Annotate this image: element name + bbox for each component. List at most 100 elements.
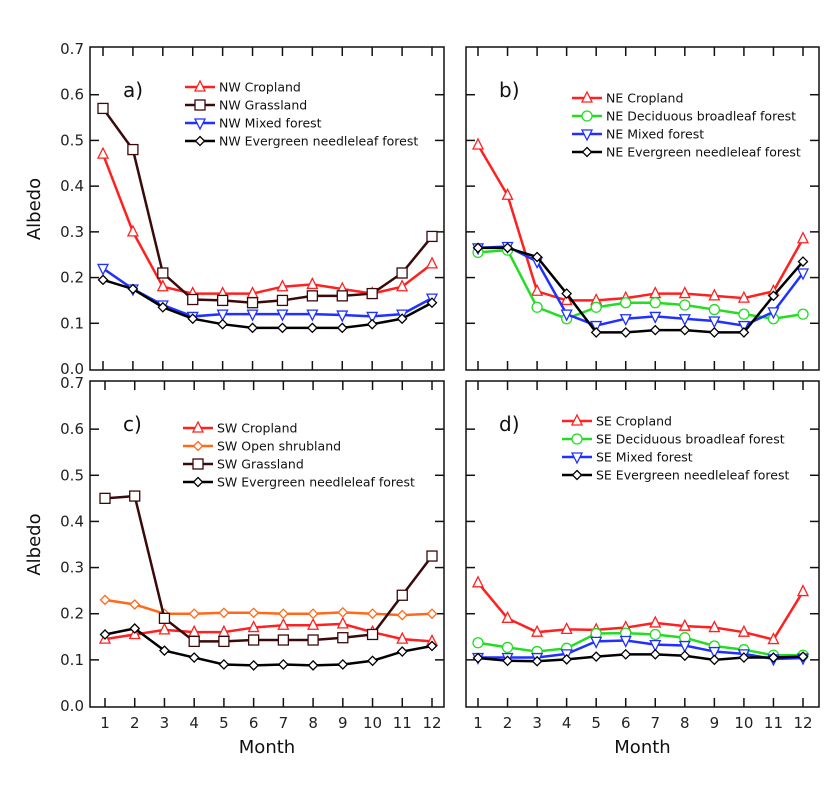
data-point bbox=[560, 309, 573, 322]
data-point bbox=[97, 274, 109, 286]
x-tick-label: 7 bbox=[279, 714, 289, 732]
data-point bbox=[156, 279, 169, 292]
y-axis-label: Albedo bbox=[24, 178, 45, 240]
data-point bbox=[396, 631, 409, 644]
data-point bbox=[678, 286, 691, 299]
series-sw-grassland bbox=[99, 490, 438, 648]
x-tick-label: 3 bbox=[160, 714, 170, 732]
data-point bbox=[306, 276, 319, 290]
data-point bbox=[216, 309, 229, 322]
data-point bbox=[738, 308, 750, 320]
data-point bbox=[248, 659, 260, 671]
data-point bbox=[247, 620, 260, 633]
data-point bbox=[127, 143, 139, 156]
data-point bbox=[337, 606, 349, 618]
data-point bbox=[366, 318, 378, 330]
legend-marker bbox=[192, 476, 204, 488]
data-point bbox=[426, 608, 438, 620]
data-point bbox=[531, 251, 543, 263]
y-tick-label: 0.0 bbox=[60, 360, 84, 378]
data-point bbox=[560, 292, 573, 306]
data-point bbox=[159, 645, 170, 657]
series-line bbox=[102, 278, 433, 330]
data-point bbox=[501, 187, 514, 200]
legend-label: NE Deciduous broadleaf forest bbox=[606, 109, 796, 124]
data-point bbox=[366, 628, 379, 641]
data-point bbox=[276, 279, 289, 292]
legend-label: SE Cropland bbox=[596, 414, 672, 429]
x-axis-label: Month bbox=[239, 737, 295, 758]
legend-marker bbox=[192, 440, 204, 452]
data-point bbox=[561, 288, 573, 299]
legend-marker bbox=[581, 110, 593, 122]
series-ne-mixed-forest bbox=[471, 241, 810, 334]
data-point bbox=[472, 652, 484, 664]
data-point bbox=[708, 646, 721, 660]
series-nw-grassland bbox=[97, 102, 438, 309]
legend-marker bbox=[581, 146, 593, 158]
data-point bbox=[767, 307, 780, 320]
data-point bbox=[336, 290, 348, 302]
data-point bbox=[737, 320, 750, 334]
legend-label: NW Mixed forest bbox=[219, 116, 322, 131]
legend-label: NE Cropland bbox=[606, 91, 683, 106]
data-point bbox=[187, 313, 199, 325]
data-point bbox=[796, 231, 810, 244]
y-tick-label: 0.3 bbox=[60, 223, 84, 241]
data-point bbox=[97, 102, 109, 115]
y-tick-label: 0.5 bbox=[60, 466, 84, 484]
series-sw-evergreen-needleleaf-forest bbox=[99, 623, 438, 671]
panel-label: d) bbox=[499, 412, 520, 436]
data-point bbox=[218, 659, 230, 670]
data-point bbox=[306, 290, 319, 302]
data-point bbox=[216, 294, 229, 307]
legend-label: SW Cropland bbox=[217, 421, 297, 436]
data-point bbox=[126, 224, 139, 237]
data-point bbox=[129, 623, 141, 634]
data-point bbox=[247, 634, 260, 646]
data-point bbox=[187, 293, 199, 306]
legend-label: NE Evergreen needleleaf forest bbox=[606, 145, 801, 160]
x-tick-label: 11 bbox=[393, 714, 412, 732]
x-tick-label: 10 bbox=[734, 714, 753, 732]
data-point bbox=[277, 634, 290, 646]
data-point bbox=[590, 651, 602, 663]
x-tick-label: 1 bbox=[473, 714, 483, 732]
data-point bbox=[708, 316, 721, 329]
series-ne-deciduous-broadleaf-forest bbox=[472, 244, 809, 325]
data-point bbox=[396, 609, 408, 621]
data-point bbox=[501, 610, 514, 623]
x-tick-label: 11 bbox=[764, 714, 783, 732]
x-tick-label: 9 bbox=[710, 714, 720, 732]
data-point bbox=[246, 309, 259, 322]
data-point bbox=[738, 652, 750, 663]
data-point bbox=[649, 615, 662, 628]
data-point bbox=[336, 322, 348, 334]
series-line bbox=[478, 639, 804, 661]
data-point bbox=[276, 309, 289, 322]
y-tick-label: 0.4 bbox=[60, 177, 84, 195]
data-point bbox=[337, 632, 349, 644]
series-ne-cropland bbox=[471, 137, 810, 306]
data-point bbox=[247, 322, 258, 334]
data-point bbox=[277, 659, 289, 670]
data-point bbox=[336, 310, 349, 323]
data-point bbox=[158, 622, 171, 635]
data-point bbox=[768, 652, 779, 663]
x-tick-label: 5 bbox=[591, 714, 601, 732]
series-nw-evergreen-needleleaf-forest bbox=[97, 274, 438, 334]
data-point bbox=[366, 311, 379, 324]
data-point bbox=[649, 639, 662, 653]
legend-marker bbox=[192, 458, 204, 470]
data-point bbox=[157, 301, 169, 313]
x-tick-label: 12 bbox=[793, 714, 812, 732]
data-point bbox=[129, 490, 141, 502]
y-tick-label: 0.4 bbox=[60, 512, 84, 530]
data-point bbox=[248, 607, 260, 619]
x-tick-label: 8 bbox=[680, 714, 690, 732]
data-point bbox=[396, 313, 408, 325]
data-point bbox=[396, 279, 409, 292]
series-se-cropland bbox=[471, 575, 810, 645]
